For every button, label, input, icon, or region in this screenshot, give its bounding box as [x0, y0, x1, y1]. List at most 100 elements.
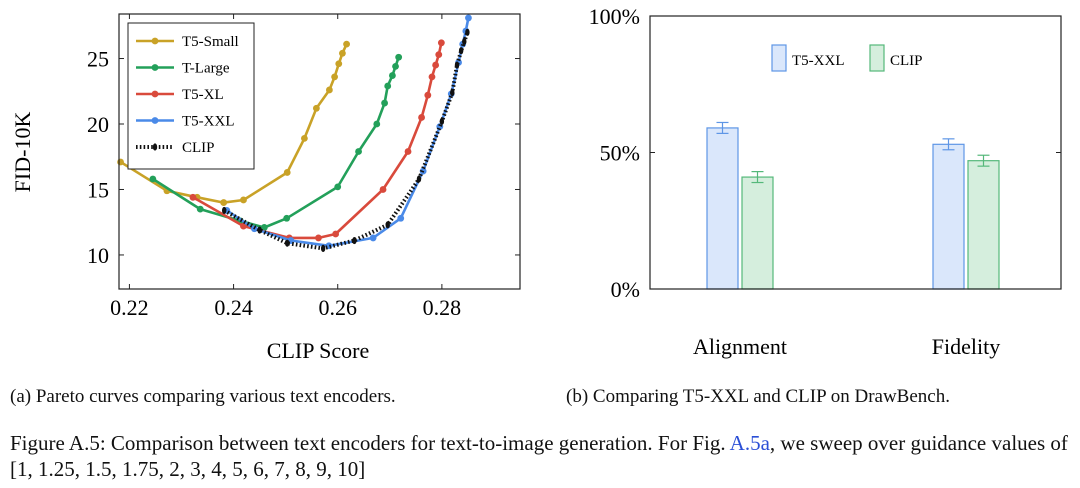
x-tick-label: 0.24 — [214, 295, 253, 320]
subcaption-b: (b) Comparing T5-XXL and CLIP on DrawBen… — [566, 386, 950, 407]
y-tick-label: 15 — [87, 177, 109, 202]
point-t5-xl — [240, 222, 247, 230]
point-t-large — [384, 82, 392, 90]
point-t-large — [149, 175, 157, 183]
point-clip — [450, 88, 455, 97]
point-t5-xl — [315, 234, 322, 242]
point-t5-xxl — [369, 234, 377, 242]
category-label-alignment: Alignment — [693, 334, 787, 359]
point-t5-xl — [435, 51, 443, 58]
point-t5-xl — [428, 73, 436, 81]
series-t5-small — [117, 40, 350, 206]
legend-label-t5-xxl: T5-XXL — [182, 114, 235, 130]
error-bar-t5-xxl-alignment — [716, 121, 729, 134]
point-t-large — [260, 224, 268, 231]
y-tick-label: 25 — [87, 47, 109, 72]
legend-marker-clip — [152, 143, 158, 151]
point-t5-xl — [424, 91, 432, 99]
pareto-legend: T5-Small T-Large T5-XL T5-XXL CLIP — [127, 22, 255, 170]
point-clip — [385, 221, 390, 229]
bar-clip-fidelity — [967, 160, 1000, 290]
error-bar-clip-fidelity — [977, 154, 990, 167]
point-t5-small — [220, 199, 228, 206]
point-t5-xl — [404, 148, 412, 155]
series-clip — [221, 28, 470, 253]
figure-caption-values: [1, 1.25, 1.5, 1.75, 2, 3, 4, 5, 6, 7, 8… — [10, 457, 366, 481]
y-tick-label: 0% — [611, 277, 640, 302]
point-t5-small — [300, 135, 308, 142]
point-t5-xxl — [397, 214, 405, 222]
x-tick-label: 0.22 — [110, 295, 149, 320]
series-line-t5-xxl — [226, 17, 470, 248]
x-tick-label: 0.26 — [318, 295, 357, 320]
legend-label-t5-xl: T5-XL — [182, 87, 224, 103]
point-clip — [458, 47, 464, 55]
point-t5-xl — [379, 186, 387, 193]
point-t5-xl — [332, 230, 340, 238]
legend-swatch-clip — [869, 44, 885, 72]
legend-label-clip: CLIP — [182, 140, 215, 156]
legend-label-t5-small: T5-Small — [182, 34, 239, 50]
point-t-large — [381, 99, 388, 107]
subcaption-a: (a) Pareto curves comparing various text… — [10, 386, 396, 407]
point-t5-xl — [189, 193, 197, 201]
y-tick-label: 50% — [600, 141, 640, 166]
figure-caption-middle: , we sweep over guidance values of — [769, 431, 1068, 455]
x-axis-label: CLIP Score — [267, 338, 369, 363]
category-label-fidelity: Fidelity — [932, 334, 1000, 359]
legend-marker-t5-xl — [151, 90, 159, 98]
point-clip — [285, 239, 290, 247]
y-tick-label: 100% — [589, 4, 640, 29]
point-t5-small — [325, 86, 333, 94]
legend-swatch-t5-xxl — [771, 44, 787, 72]
legend-box — [127, 22, 255, 170]
point-clip — [221, 206, 227, 215]
point-clip — [257, 226, 262, 234]
point-clip — [439, 117, 445, 125]
point-t5-small — [283, 169, 291, 176]
point-clip — [352, 236, 357, 245]
point-t5-small — [343, 40, 350, 48]
x-tick-label: 0.28 — [423, 295, 462, 320]
point-t5-small — [117, 158, 124, 166]
legend-marker-t5-xxl — [151, 117, 159, 124]
point-t-large — [373, 120, 381, 128]
point-t5-small — [312, 104, 320, 112]
series-line-clip — [223, 31, 470, 251]
plot-frame — [118, 13, 521, 290]
point-t-large — [283, 214, 291, 222]
point-clip — [320, 244, 326, 253]
point-t-large — [355, 148, 362, 155]
legend-label-clip: CLIP — [890, 53, 923, 69]
bar-t5-xxl-alignment — [706, 127, 739, 290]
figure-caption-link[interactable]: A.5a — [729, 431, 770, 455]
point-t-large — [392, 62, 399, 70]
legend-marker-t-large — [151, 64, 159, 71]
point-t5-xl — [437, 39, 445, 47]
legend-label-t5-xxl: T5-XXL — [792, 53, 845, 69]
point-clip — [416, 175, 422, 183]
figure-caption-prefix: Figure A.5: Comparison between text enco… — [10, 431, 730, 455]
bar-t5-xxl-fidelity — [932, 143, 965, 290]
drawbench-bar-chart: 0% 50% 100% Alignment Fidelity T5-XXL CLIP — [589, 4, 1062, 359]
bar-clip-alignment — [741, 176, 774, 290]
point-t-large — [196, 205, 204, 213]
point-clip — [454, 61, 460, 69]
drawbench-legend: T5-XXL CLIP — [771, 44, 923, 72]
series-t5-xxl — [223, 14, 472, 250]
y-tick-label: 20 — [87, 112, 109, 137]
y-axis-label: FID-10K — [10, 112, 35, 193]
figure-caption: Figure A.5: Comparison between text enco… — [10, 430, 1076, 482]
point-t5-xxl — [465, 14, 472, 22]
point-t5-small — [335, 60, 343, 68]
point-t5-small — [339, 49, 346, 57]
y-tick-label: 10 — [87, 243, 109, 268]
error-bar-t5-xxl-fidelity — [942, 138, 955, 151]
pareto-chart: 0.22 0.24 0.26 0.28 10 15 20 25 T5-Small T-Large… — [10, 13, 521, 363]
error-bar-clip-alignment — [751, 171, 764, 184]
point-t-large — [395, 53, 403, 61]
legend-marker-t5-small — [151, 37, 159, 45]
point-t-large — [334, 183, 342, 191]
point-t5-small — [331, 73, 339, 81]
point-t5-xl — [418, 114, 425, 121]
